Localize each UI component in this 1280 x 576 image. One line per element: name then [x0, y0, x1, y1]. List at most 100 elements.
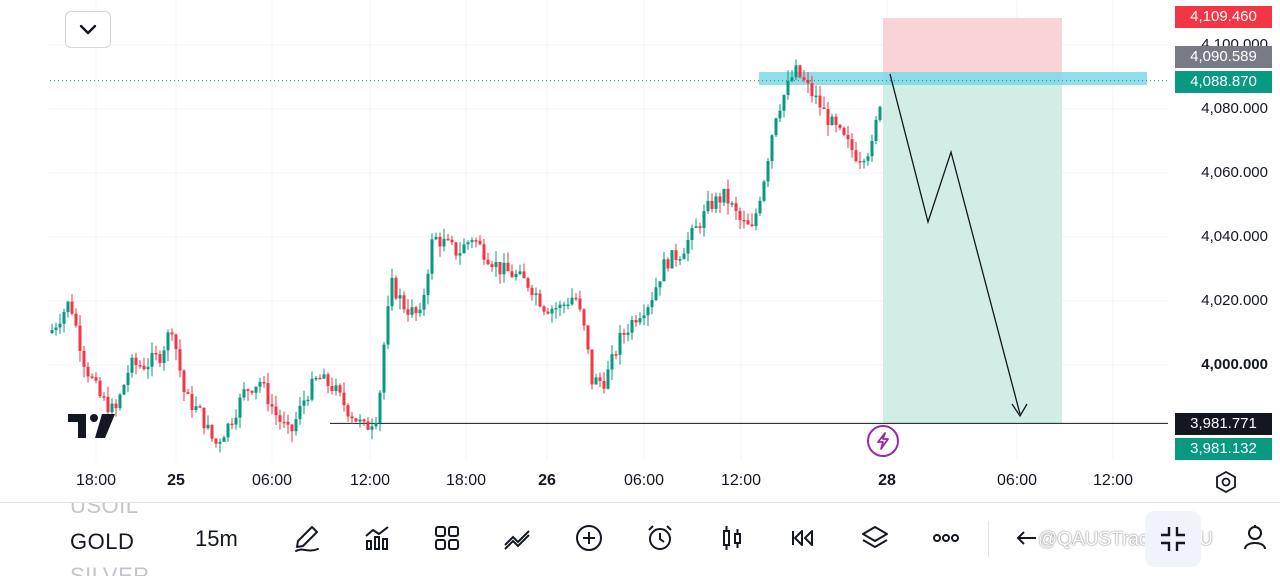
- candle-body: [506, 262, 510, 272]
- add-button[interactable]: [572, 521, 606, 555]
- candle-body: [870, 140, 874, 157]
- time-axis-label: 12:00: [720, 472, 762, 489]
- candle-body: [830, 116, 834, 126]
- active-symbol[interactable]: GOLD: [70, 529, 135, 554]
- candle-body: [638, 318, 642, 323]
- more-button[interactable]: [929, 521, 963, 555]
- candle-body: [314, 377, 318, 380]
- candle-body: [362, 419, 366, 422]
- candle-body: [386, 306, 390, 345]
- candle-body: [366, 421, 370, 430]
- candlestick-icon: [723, 526, 741, 550]
- time-axis-label: 06:00: [251, 472, 293, 489]
- candle-body: [454, 242, 458, 256]
- draw-icon: [295, 526, 319, 552]
- candle-body: [158, 354, 162, 364]
- candle-body: [450, 239, 454, 243]
- fullscreen-button[interactable]: [1145, 511, 1201, 567]
- candle-body: [342, 392, 346, 406]
- indicators-icon: [365, 526, 389, 550]
- candle-body: [66, 301, 70, 313]
- symbol-item[interactable]: SILVER: [70, 563, 150, 576]
- candle-body: [198, 406, 202, 408]
- candle-body: [806, 79, 810, 84]
- price-tag-stop: 4,109.460: [1175, 6, 1272, 28]
- candle-body: [150, 353, 154, 367]
- time-axis-label: 12:00: [1092, 472, 1134, 489]
- candle-body: [618, 332, 622, 355]
- candle-body: [590, 349, 594, 385]
- bottom-toolbar: USOIL GOLD SILVER 15m @QAUSTrader QAU: [0, 502, 1280, 576]
- candle-body: [626, 332, 630, 335]
- price-tag-entry: 4,090.589: [1175, 46, 1272, 68]
- candle-body: [698, 226, 702, 228]
- projection-arrowhead: [1011, 403, 1028, 418]
- candle-body: [574, 297, 578, 300]
- candle-body: [170, 332, 174, 335]
- candle-body: [758, 200, 762, 214]
- collapse-button[interactable]: [65, 11, 111, 48]
- candle-body: [854, 150, 858, 162]
- replay-button[interactable]: [786, 521, 820, 555]
- layout-button[interactable]: [430, 521, 464, 555]
- time-axis-label: 28: [878, 472, 896, 489]
- candle-type-button[interactable]: [715, 521, 749, 555]
- candle-body: [446, 238, 450, 241]
- candle-body: [134, 357, 138, 366]
- candle-body: [274, 406, 278, 416]
- candle-body: [262, 381, 266, 384]
- candle-body: [838, 124, 842, 128]
- layers-icon: [862, 526, 888, 548]
- lightning-button[interactable]: [867, 425, 899, 457]
- candle-body: [602, 381, 606, 389]
- candle-body: [858, 161, 862, 163]
- interval-selector[interactable]: 15m: [195, 526, 238, 551]
- candle-body: [726, 188, 730, 204]
- more-dots-icon: [933, 534, 959, 542]
- candle-body: [862, 160, 866, 163]
- candle-body: [254, 386, 258, 393]
- indicators-button[interactable]: [360, 521, 394, 555]
- chart-area[interactable]: 4,100.000 4,080.000 4,060.000 4,040.000 4,02…: [0, 0, 1280, 500]
- candle-body: [94, 377, 98, 381]
- candle-body: [222, 437, 226, 442]
- candle-body: [462, 244, 466, 254]
- settings-button[interactable]: [1211, 467, 1241, 497]
- candle-body: [770, 135, 774, 162]
- rewind-icon: [792, 530, 813, 546]
- time-axis-label: 06:00: [623, 472, 665, 489]
- candle-body: [266, 383, 270, 405]
- arrow-left-icon: [1016, 531, 1036, 545]
- candle-body: [822, 107, 826, 109]
- candle-body: [234, 417, 238, 425]
- candle-body: [346, 405, 350, 417]
- time-axis-label: 26: [538, 472, 556, 489]
- candle-body: [298, 405, 302, 420]
- candle-body: [430, 239, 434, 274]
- assistant-button[interactable]: [1238, 521, 1272, 555]
- candle-body: [402, 295, 406, 310]
- candle-body: [502, 262, 506, 275]
- draw-button[interactable]: [290, 521, 324, 555]
- symbol-list[interactable]: USOIL GOLD SILVER: [70, 503, 170, 576]
- candle-body: [58, 323, 62, 328]
- candle-body: [754, 213, 758, 227]
- candle-body: [54, 327, 58, 330]
- layers-button[interactable]: [858, 521, 892, 555]
- price-tag-target2: 3,981.132: [1175, 438, 1272, 460]
- candle-body: [622, 332, 626, 335]
- alert-button[interactable]: [643, 521, 677, 555]
- collapse-screen-icon: [1161, 527, 1185, 551]
- candle-body: [238, 397, 242, 418]
- back-button[interactable]: [1010, 521, 1044, 555]
- candle-body: [466, 242, 470, 245]
- candle-body: [358, 419, 362, 422]
- time-axis-label: 18:00: [75, 472, 117, 489]
- candle-body: [674, 250, 678, 260]
- settings-hexagon-icon: [1216, 470, 1236, 494]
- symbol-item[interactable]: USOIL: [70, 503, 139, 518]
- compare-button[interactable]: [500, 521, 534, 555]
- price-tag-current: 4,088.870: [1175, 71, 1272, 93]
- price-chart[interactable]: [0, 0, 1280, 500]
- candle-body: [498, 262, 502, 275]
